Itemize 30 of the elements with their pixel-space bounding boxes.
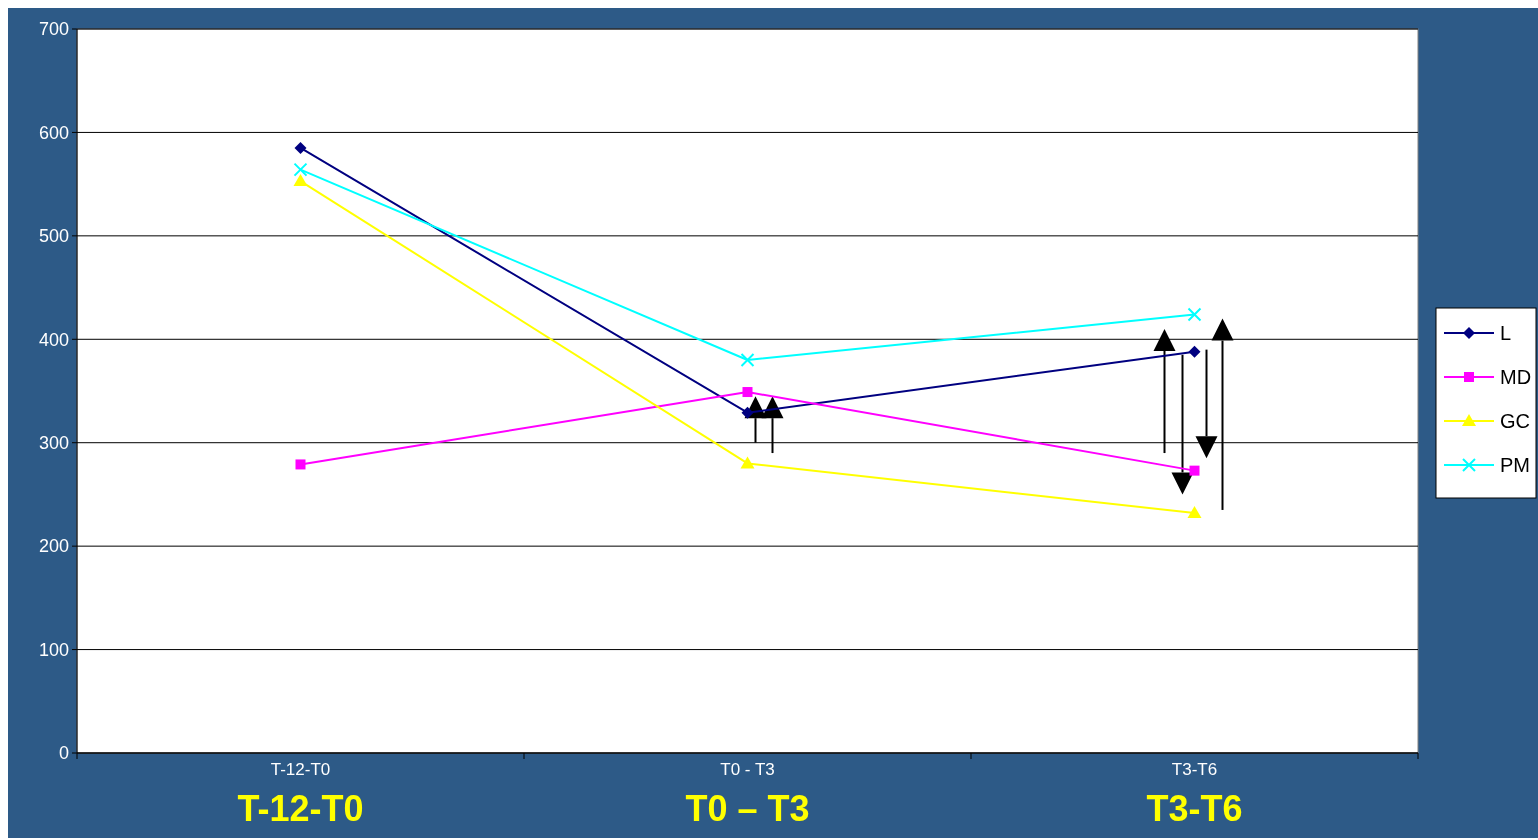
legend-label: L [1500, 322, 1512, 344]
y-tick-label: 500 [38, 226, 69, 247]
text: T-12-T0 [237, 788, 364, 829]
point [741, 406, 754, 419]
y-tick-label: 100 [38, 639, 69, 660]
text: T3-T6 [1146, 788, 1243, 829]
point [295, 459, 306, 470]
point [740, 352, 755, 367]
x-tick-label: T0 - T3 [720, 760, 775, 779]
x-tick-label: T-12-T0 [270, 760, 331, 779]
legend-label: MD [1500, 366, 1532, 388]
point [1188, 345, 1201, 358]
legend-label: GC [1500, 410, 1530, 432]
text: T0 – T3 [685, 788, 810, 829]
point [742, 387, 753, 398]
point [293, 174, 308, 187]
point [1189, 465, 1200, 476]
y-tick-label: 400 [38, 329, 69, 350]
y-tick-label: 700 [38, 19, 69, 40]
point [293, 162, 308, 177]
point [740, 456, 755, 469]
point [1187, 506, 1202, 519]
y-tick-label: 0 [58, 743, 69, 764]
point [294, 141, 307, 154]
y-tick-label: 600 [38, 122, 69, 143]
y-tick-label: 200 [38, 536, 69, 557]
point [1187, 307, 1202, 322]
y-tick-label: 300 [38, 433, 69, 454]
x-tick-label: T3-T6 [1171, 760, 1218, 779]
legend-label: PM [1500, 454, 1530, 476]
